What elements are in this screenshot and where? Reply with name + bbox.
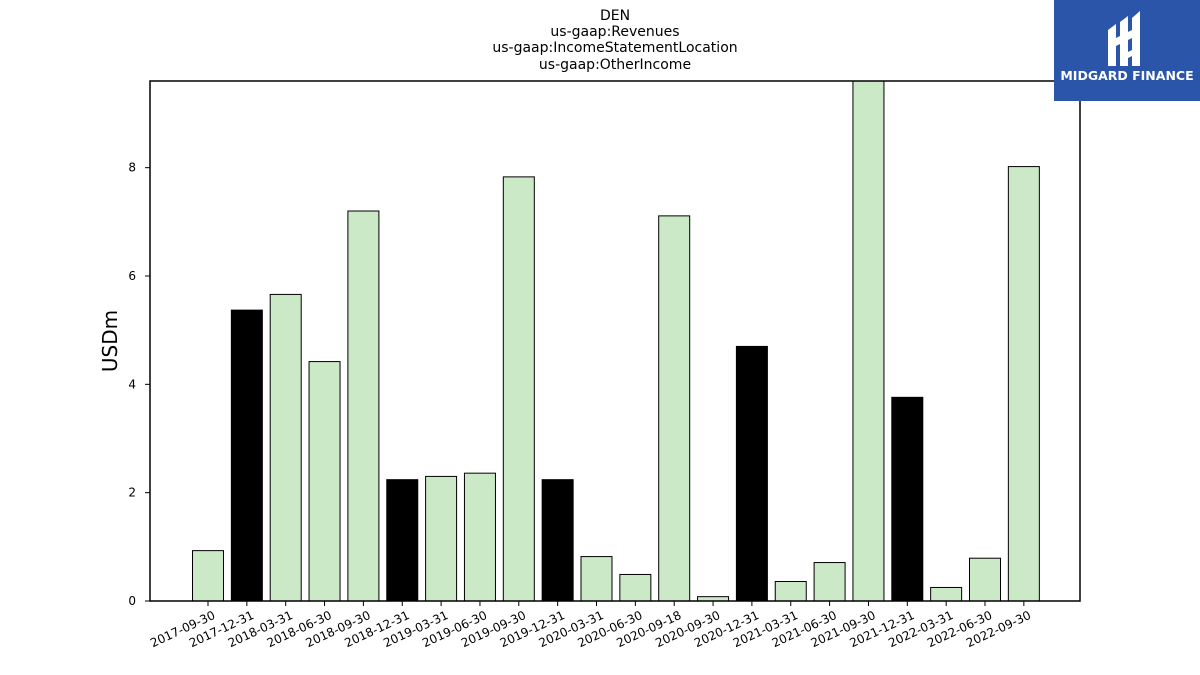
chart-title: DEN us-gaap:Revenues us-gaap:IncomeState… xyxy=(492,8,737,73)
bar-2021-12-31 xyxy=(891,396,924,602)
bar-2022-03-31 xyxy=(930,586,963,602)
title-line-2: us-gaap:Revenues xyxy=(550,24,679,40)
bar-2019-12-31 xyxy=(541,479,574,602)
bar-2019-06-30 xyxy=(463,472,496,602)
bar-2021-03-31 xyxy=(774,581,807,602)
title-line-4: us-gaap:OtherIncome xyxy=(539,57,691,73)
bar-2018-06-30 xyxy=(308,361,341,602)
logo-text: MIDGARD FINANCE xyxy=(1060,68,1194,83)
y-tick-label: 6 xyxy=(128,269,136,283)
bar-2017-12-31 xyxy=(230,309,263,602)
y-axis: 0 2 4 6 8 xyxy=(128,161,150,608)
y-tick-label: 4 xyxy=(128,377,136,391)
y-tick-label: 8 xyxy=(128,161,136,175)
bar-2022-06-30 xyxy=(969,557,1001,602)
bar-2017-09-30 xyxy=(192,550,224,602)
bar-2018-12-31 xyxy=(386,479,419,602)
bar-2020-12-31 xyxy=(735,345,768,602)
title-line-1: DEN xyxy=(600,8,630,24)
y-axis-label: USDm xyxy=(98,310,122,372)
bar-2021-09-30 xyxy=(852,80,885,602)
y-tick-label: 2 xyxy=(128,486,136,500)
bar-2019-03-31 xyxy=(425,475,458,602)
bars-group xyxy=(192,80,1040,602)
y-tick-label: 0 xyxy=(128,594,136,608)
bar-2020-03-31 xyxy=(580,556,613,602)
logo-mark-icon xyxy=(1108,11,1140,66)
bar-2019-09-30 xyxy=(502,176,535,602)
bar-2022-09-30 xyxy=(1007,166,1040,602)
bar-2020-06-30 xyxy=(619,573,652,602)
title-line-3: us-gaap:IncomeStatementLocation xyxy=(492,40,737,56)
bar-2021-06-30 xyxy=(813,562,846,602)
plot-frame xyxy=(149,80,1081,602)
x-axis: 2017-09-302017-12-312018-03-312018-06-30… xyxy=(148,601,1033,650)
bar-2018-03-31 xyxy=(269,293,302,602)
brand-logo: MIDGARD FINANCE xyxy=(1054,0,1200,101)
bar-2018-09-30 xyxy=(347,210,380,602)
bar-2020-09-18 xyxy=(658,215,691,602)
